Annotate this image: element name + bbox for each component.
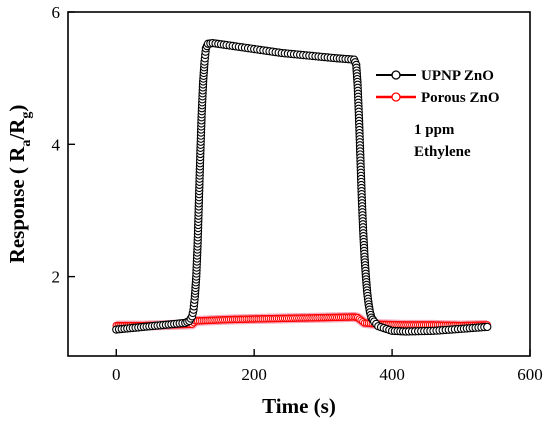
- annotation-gas: Ethylene: [414, 144, 471, 160]
- x-tick-label-200: 200: [241, 365, 267, 384]
- y-tick-label-6: 6: [52, 3, 61, 22]
- legend-label-upnp: UPNP ZnO: [421, 68, 494, 84]
- legend: UPNP ZnO Porous ZnO: [376, 68, 500, 106]
- x-tick-label-600: 600: [517, 365, 543, 384]
- y-axis-title: Response ( Ra/Rg): [5, 105, 34, 264]
- legend-marker-upnp: [391, 70, 401, 80]
- y-axis-title-sub-g: g: [19, 112, 34, 119]
- legend-label-porous: Porous ZnO: [421, 90, 500, 106]
- series-upnp-zno: [112, 38, 492, 336]
- y-axis-title-sub-a: a: [19, 140, 34, 147]
- y-axis-title-mid: /R: [5, 118, 29, 141]
- x-tick-label-0: 0: [112, 365, 121, 384]
- y-axis-title-end: ): [5, 105, 29, 112]
- y-tick-label-2: 2: [52, 268, 61, 287]
- series-upnp-zno-line: [116, 42, 488, 333]
- ticks-layer: 0 200 400 600 2 4 6: [52, 3, 543, 384]
- annotation-concentration: 1 ppm: [414, 122, 455, 138]
- x-axis-title: Time (s): [262, 394, 336, 418]
- plot-frame: [67, 11, 531, 357]
- y-tick-label-4: 4: [52, 135, 61, 154]
- legend-marker-porous: [391, 92, 401, 102]
- series-porous-zno: [112, 311, 491, 331]
- y-axis-title-main: Response ( R: [5, 146, 29, 264]
- x-tick-label-400: 400: [379, 365, 405, 384]
- series-upnp-zno-point-297: [483, 322, 492, 332]
- series-layer: [112, 38, 492, 336]
